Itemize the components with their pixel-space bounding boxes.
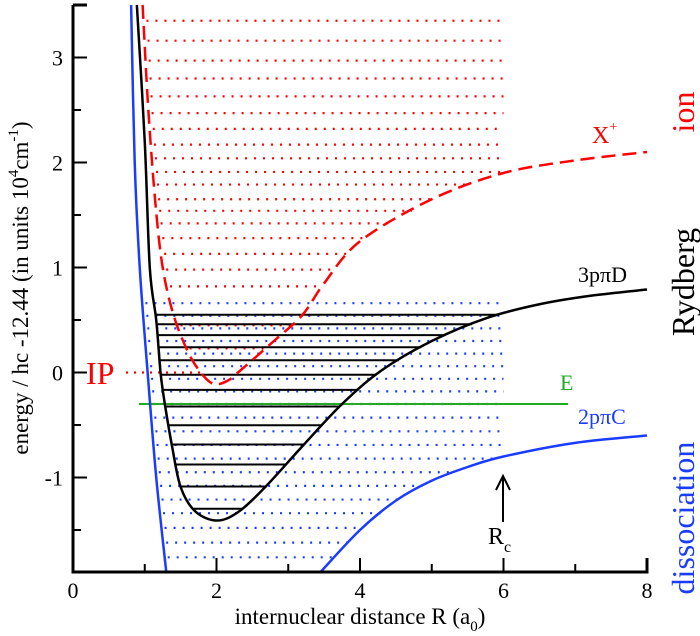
side-label-ion: ion [665,92,700,133]
x-axis-label: internuclear distance R (a0) [235,604,486,635]
axes: 0 2 4 6 8 -1 0 1 2 3 [45,3,653,603]
x-tick-label: 2 [211,578,222,603]
rydberg-curve-label: 3pπD [578,262,627,287]
potential-curves [129,4,648,573]
dissociation-curve-2p-pi-c [319,434,648,573]
y-tick-label: 2 [52,151,63,176]
x-tick-label: 8 [642,578,653,603]
y-tick-label: 1 [52,256,63,281]
level-lines [126,19,569,574]
dissociation-curve-wall [129,4,168,573]
ion-curve-label: X+ [592,120,617,149]
y-tick-label: -1 [45,466,63,491]
rydberg-curve-3p-pi-d [135,4,648,522]
y-axis-label: energy / hc -12.44 (in units 104cm-1) [6,121,33,454]
x-tick-label: 4 [355,578,366,603]
y-tick-label: 0 [52,361,63,386]
x-tick-label: 0 [68,578,79,603]
y-tick-label: 3 [52,46,63,71]
ip-label: IP [86,355,114,391]
ion-curve-x-plus [141,4,648,386]
x-tick-label: 6 [498,578,509,603]
dissociation-curve-label: 2pπC [578,404,626,429]
rc-arrow [495,473,511,522]
e-level-label: E [560,370,573,395]
side-label-dissociation: dissociation [665,442,700,595]
side-label-rydberg: Rydberg [665,228,700,336]
rc-label: Rc [488,524,511,556]
